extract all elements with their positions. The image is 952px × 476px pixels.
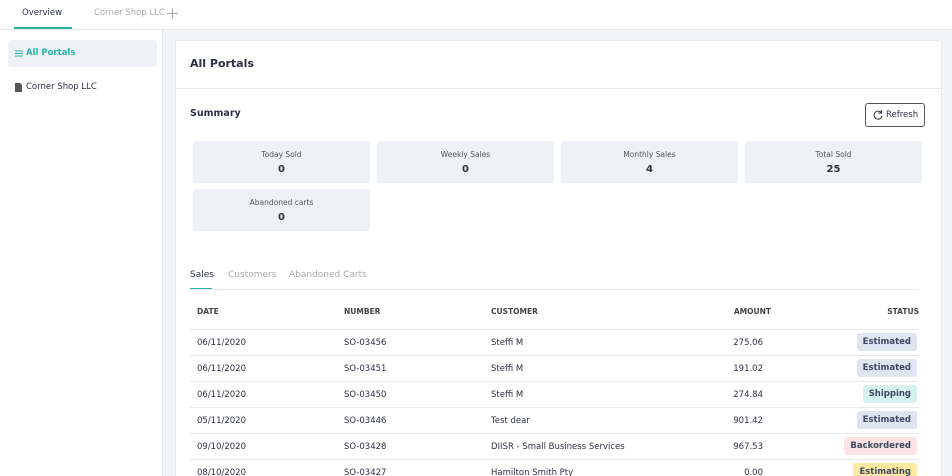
add-tab[interactable] [167,8,178,19]
stat-value: 0 [462,164,469,175]
sidebar-item-active[interactable]: All Portals [8,40,157,67]
table-row: 06/11/2020 SO-03456 Steffi M 275.06 Estimate… [190,329,919,356]
stat-value: 25 [826,164,841,175]
cell-date: 06/11/2020 [197,364,246,374]
table-row: 08/10/2020 SO-03427 Hamilton Smith Pty 0.00… [190,459,919,476]
stat-value: 0 [278,164,285,175]
table-row: 06/11/2020 SO-03450 Steffi M 274.84 Shipping [190,381,919,408]
divider [176,88,941,89]
cell-date: 08/10/2020 [197,468,246,476]
cell-amount: 274.84 [733,390,763,400]
cell-customer: Hamilton Smith Pty [491,468,574,476]
tab[interactable]: Overview [22,8,63,18]
column-header: AMOUNT [733,307,771,316]
stat-value: 0 [278,212,285,223]
cell-number: SO-03451 [344,364,387,374]
stat-card: Weekly Sales 0 [377,141,554,183]
status-badge: Estimated [856,359,917,377]
table-row: 06/11/2020 SO-03451 Steffi M 191.02 Estimate… [190,355,919,382]
cell-amount: 967.53 [733,442,763,452]
column-header: NUMBER [344,307,381,316]
cell-customer: DIISR - Small Business Services [491,442,625,452]
cell-number: SO-03428 [344,442,387,452]
doc-icon [15,83,22,92]
status-badge: Estimating [853,463,917,476]
table-row: 09/10/2020 SO-03428 DIISR - Small Business… [190,433,919,460]
cell-number: SO-03456 [344,338,387,348]
status-badge: Estimated [856,411,917,429]
button-label: Refresh [886,110,919,120]
tab-underline [14,27,72,29]
divider [190,289,919,290]
cell-amount: 275.06 [733,338,763,348]
sidebar-item[interactable]: Corner Shop LLC [26,82,97,92]
section-title: Summary [190,108,241,119]
stat-card: Abandoned carts 0 [193,189,370,231]
stat-label: Weekly Sales [440,150,491,159]
cell-customer: Steffi M [491,364,524,374]
refresh-icon [873,110,883,120]
stat-card: Monthly Sales 4 [561,141,738,183]
main-card: All Portals Summary Refresh Today Sold 0 W… [175,40,942,476]
stat-value: 4 [646,164,653,175]
cell-number: SO-03427 [344,468,387,476]
top-bar: Overview Corner Shop LLC [0,0,952,30]
list-icon [15,50,23,57]
stat-card: Today Sold 0 [193,141,370,183]
page-title: All Portals [190,57,254,70]
cell-number: SO-03450 [344,390,387,400]
cell-amount: 901.42 [733,416,763,426]
table-tab[interactable]: Abandoned Carts [289,270,367,280]
stat-label: Abandoned carts [249,198,314,207]
column-header: STATUS [887,307,919,316]
status-badge: Estimated [856,333,917,351]
sidebar-label: All Portals [26,48,76,58]
cell-date: 05/11/2020 [197,416,246,426]
table-row: 05/11/2020 SO-03446 Test dear 901.42 Estimat… [190,407,919,434]
cell-customer: Steffi M [491,390,524,400]
cell-date: 06/11/2020 [197,338,246,348]
refresh-button[interactable]: Refresh [865,103,925,127]
table-tab[interactable]: Customers [228,270,277,280]
stat-card: Total Sold 25 [745,141,922,183]
status-badge: Shipping [862,385,917,403]
cell-date: 09/10/2020 [197,442,246,452]
cell-amount: 191.02 [733,364,763,374]
cell-amount: 0.00 [744,468,763,476]
sidebar: All Portals Corner Shop LLC [0,30,163,476]
cell-customer: Test dear [491,416,530,426]
column-header: CUSTOMER [491,307,538,316]
tab[interactable]: Corner Shop LLC [94,8,165,18]
table-tab[interactable]: Sales [190,270,214,280]
stat-label: Total Sold [815,150,852,159]
stat-label: Monthly Sales [623,150,676,159]
cell-customer: Steffi M [491,338,524,348]
column-header: DATE [197,307,219,316]
stat-label: Today Sold [261,150,302,159]
cell-number: SO-03446 [344,416,387,426]
cell-date: 06/11/2020 [197,390,246,400]
status-badge: Backordered [844,437,917,455]
